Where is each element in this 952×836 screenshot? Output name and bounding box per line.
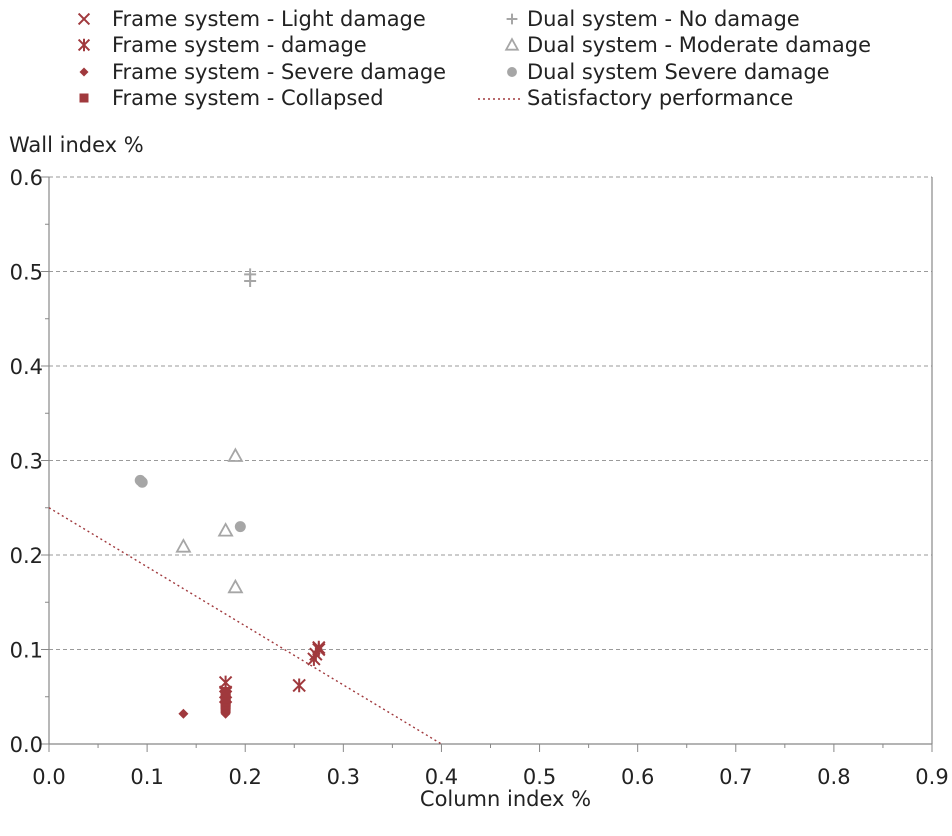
data-points [134, 268, 326, 719]
data-point-triangle [175, 538, 192, 553]
legend-label: Frame system - Collapsed [112, 86, 384, 110]
data-point-plus [244, 274, 257, 287]
y-tick-label: 0.1 [10, 639, 43, 663]
axes [41, 176, 933, 752]
data-point-triangle [217, 522, 234, 537]
grid-lines [49, 176, 932, 650]
x-tick-label: 0.1 [130, 765, 163, 789]
x-tick-label: 0.3 [327, 765, 360, 789]
legend-label: Dual system - No damage [527, 7, 800, 31]
satisfactory-performance-line [48, 507, 442, 745]
x-tick-label: 0.4 [425, 765, 458, 789]
data-point-diamond [178, 708, 189, 719]
legend-label: Frame system - damage [112, 33, 367, 57]
legend-marker-asterisk [77, 38, 91, 52]
y-tick-label: 0.0 [10, 733, 43, 757]
reference-lines [48, 507, 442, 745]
y-tick-label: 0.3 [10, 450, 43, 474]
legend-marker-diamond [79, 67, 89, 77]
x-axis-label: Column index % [420, 787, 591, 811]
x-tick-labels: 0.0 0.1 0.2 0.3 0.4 0.5 0.6 0.7 0.8 0.9 [32, 765, 948, 789]
legend-label: Frame system - Light damage [112, 7, 426, 31]
x-tick-label: 0.5 [523, 765, 556, 789]
legend-marker-plus [506, 13, 518, 25]
data-point-asterisk [312, 640, 326, 655]
y-tick-label: 0.5 [10, 261, 43, 285]
legend-marker-triangle [504, 37, 520, 51]
legend-label: Dual system - Moderate damage [527, 33, 871, 57]
data-point-square [220, 687, 231, 698]
data-point-triangle [227, 447, 244, 462]
x-tick-label: 0.0 [32, 765, 65, 789]
legend-marker-square [79, 93, 89, 103]
x-tick-label: 0.6 [621, 765, 654, 789]
y-tick-label: 0.2 [10, 544, 43, 568]
x-tick-label: 0.8 [817, 765, 850, 789]
x-tick-label: 0.7 [719, 765, 752, 789]
x-tick-label: 0.9 [915, 765, 948, 789]
legend-marker-x [77, 12, 91, 26]
y-tick-labels: 0.0 0.1 0.2 0.3 0.4 0.5 0.6 [10, 166, 43, 757]
y-tick-label: 0.4 [10, 355, 43, 379]
legend-label: Satisfactory performance [527, 86, 793, 110]
data-point-circle [136, 476, 148, 488]
legend-label: Dual system Severe damage [527, 60, 830, 84]
y-axis-label: Wall index % [9, 133, 144, 157]
data-point-triangle [227, 578, 244, 594]
data-point-circle [234, 521, 246, 533]
legend-label: Frame system - Severe damage [112, 60, 446, 84]
legend-marker-circle [507, 67, 517, 77]
data-point-asterisk [292, 678, 306, 693]
x-tick-label: 0.2 [229, 765, 262, 789]
y-tick-label: 0.6 [10, 166, 43, 190]
